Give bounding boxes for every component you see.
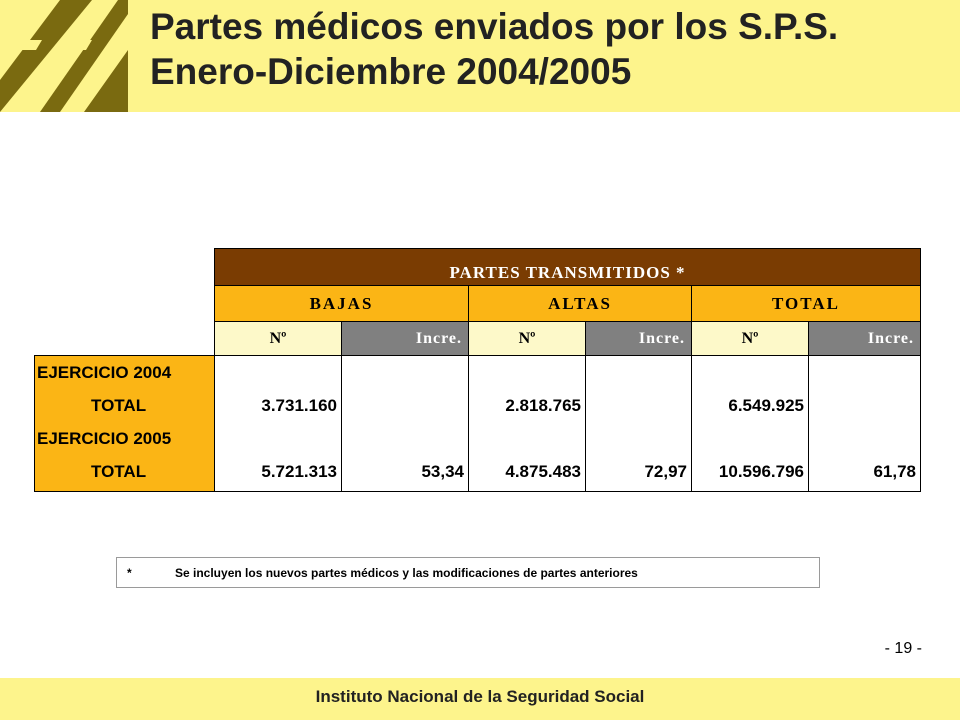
bajas-n-2005: 5.721.313 xyxy=(261,462,337,481)
footer-institution: Instituto Nacional de la Seguridad Socia… xyxy=(315,687,645,706)
bajas-incre-2004 xyxy=(343,389,465,422)
subheader-bajas-incre: Incre. xyxy=(341,321,469,356)
partes-table: PARTES TRANSMITIDOS * BAJAS ALTAS TOTAL … xyxy=(34,248,921,492)
row-total-label: TOTAL xyxy=(91,462,147,481)
total-n-2004: 6.549.925 xyxy=(728,396,804,415)
subheader-total-n: Nº xyxy=(691,321,809,356)
total-n-cell: 6.549.925 10.596.796 xyxy=(691,355,809,492)
title-line-2: Enero-Diciembre 2004/2005 xyxy=(150,51,632,92)
total-incre-cell: 61,78 xyxy=(808,355,921,492)
altas-incre-2004 xyxy=(587,389,688,422)
subheader-total-incre: Incre. xyxy=(808,321,921,356)
title-line-1: Partes médicos enviados por los S.P.S. xyxy=(150,6,839,47)
row-total-label: TOTAL xyxy=(91,396,147,415)
page-title: Partes médicos enviados por los S.P.S. E… xyxy=(150,4,838,94)
group-header-bajas: BAJAS xyxy=(214,285,469,322)
total-incre-2004 xyxy=(810,389,917,422)
altas-incre-2005: 72,97 xyxy=(644,462,687,481)
bajas-n-2004: 3.731.160 xyxy=(261,396,337,415)
altas-n-2004: 2.818.765 xyxy=(505,396,581,415)
page-number: - 19 - xyxy=(884,640,922,657)
table-corner-blank xyxy=(35,322,215,356)
subheader-altas-n: Nº xyxy=(468,321,586,356)
row-year-label: EJERCICIO 2004 xyxy=(37,363,172,382)
total-n-2005: 10.596.796 xyxy=(718,462,804,481)
table-corner-blank xyxy=(35,249,215,286)
bajas-incre-2005: 53,34 xyxy=(421,462,464,481)
footnote-marker: * xyxy=(127,566,132,580)
inss-logo-icon xyxy=(0,0,128,112)
table-main-header: PARTES TRANSMITIDOS * xyxy=(214,248,921,286)
subheader-altas-incre: Incre. xyxy=(585,321,692,356)
row-year-label: EJERCICIO 2005 xyxy=(37,429,172,448)
footer-band xyxy=(0,678,960,720)
footnote-text: Se incluyen los nuevos partes médicos y … xyxy=(175,566,638,580)
header-band xyxy=(0,0,960,112)
subheader-bajas-n: Nº xyxy=(214,321,342,356)
altas-n-2005: 4.875.483 xyxy=(505,462,581,481)
bajas-incre-cell: 53,34 xyxy=(341,355,469,492)
group-header-total: TOTAL xyxy=(691,285,921,322)
table-row: EJERCICIO 2004 TOTAL EJERCICIO 2005 TOTA… xyxy=(34,355,921,492)
bajas-n-cell: 3.731.160 5.721.313 xyxy=(214,355,342,492)
row-labels-cell: EJERCICIO 2004 TOTAL EJERCICIO 2005 TOTA… xyxy=(34,355,215,492)
altas-n-cell: 2.818.765 4.875.483 xyxy=(468,355,586,492)
footnote-box: * Se incluyen los nuevos partes médicos … xyxy=(116,557,820,588)
table-corner-blank xyxy=(35,286,215,322)
altas-incre-cell: 72,97 xyxy=(585,355,692,492)
total-incre-2005: 61,78 xyxy=(873,462,916,481)
group-header-altas: ALTAS xyxy=(468,285,692,322)
